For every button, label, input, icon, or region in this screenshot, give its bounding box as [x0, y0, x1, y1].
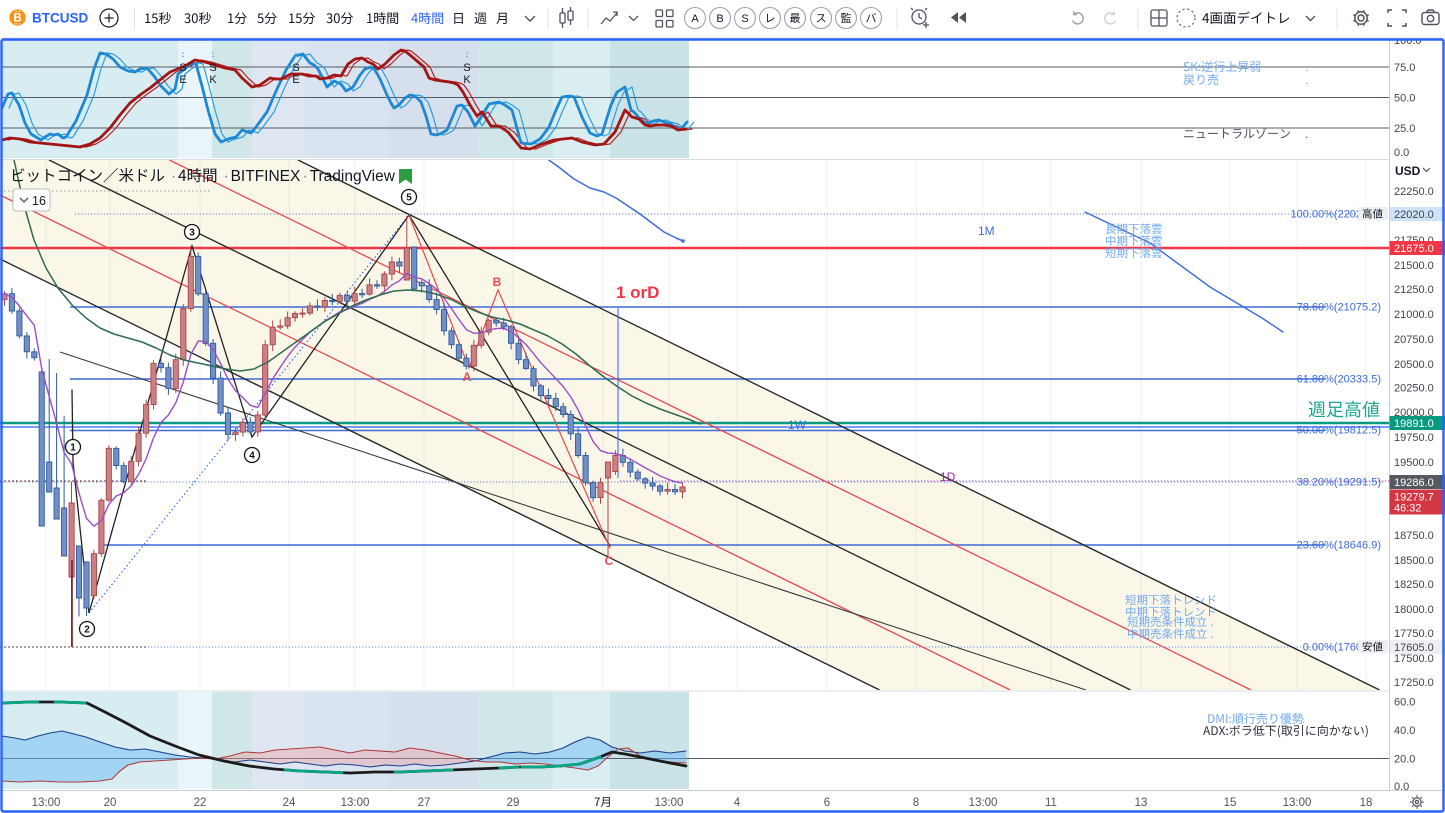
- svg-text:13: 13: [1135, 797, 1148, 809]
- svg-text:1M: 1M: [978, 224, 995, 238]
- svg-text:25.0: 25.0: [1394, 123, 1415, 135]
- svg-text:S: S: [463, 62, 470, 74]
- svg-text:20250.0: 20250.0: [1394, 383, 1434, 395]
- svg-text:K: K: [209, 74, 217, 86]
- svg-text:1: 1: [70, 443, 76, 454]
- svg-text:20: 20: [104, 797, 117, 809]
- svg-text:11: 11: [1045, 797, 1057, 809]
- svg-text:.: .: [1305, 60, 1308, 74]
- svg-text:19279.7: 19279.7: [1394, 492, 1434, 504]
- svg-text:BITFINEX: BITFINEX: [231, 168, 301, 185]
- svg-text:13:00: 13:00: [655, 797, 684, 809]
- svg-text:4: 4: [734, 797, 741, 809]
- svg-text:50.00%(19812.5): 50.00%(19812.5): [1297, 425, 1381, 437]
- svg-text:78.60%(21075.2): 78.60%(21075.2): [1297, 302, 1381, 314]
- svg-text:4: 4: [249, 451, 255, 462]
- svg-text:BTCUSD: BTCUSD: [32, 11, 88, 26]
- svg-text:21000.0: 21000.0: [1394, 309, 1434, 321]
- svg-text:1 orD: 1 orD: [616, 283, 659, 302]
- svg-text:18000.0: 18000.0: [1394, 604, 1434, 616]
- svg-text:18750.0: 18750.0: [1394, 530, 1434, 542]
- svg-text:50.0: 50.0: [1394, 93, 1415, 105]
- svg-text:22020.0: 22020.0: [1394, 209, 1434, 221]
- svg-text:A: A: [691, 13, 699, 25]
- svg-text:21500.0: 21500.0: [1394, 260, 1434, 272]
- svg-text:19750.0: 19750.0: [1394, 432, 1434, 444]
- svg-text:B: B: [13, 13, 21, 25]
- svg-text:5: 5: [406, 193, 412, 204]
- svg-text:13:00: 13:00: [1283, 797, 1312, 809]
- svg-text:13:00: 13:00: [969, 797, 998, 809]
- svg-text:27: 27: [418, 797, 431, 809]
- svg-text:·: ·: [171, 168, 176, 185]
- svg-text:16: 16: [32, 194, 46, 208]
- svg-text:S: S: [179, 62, 186, 74]
- svg-text:21250.0: 21250.0: [1394, 284, 1434, 296]
- svg-text:61.80%(20333.5): 61.80%(20333.5): [1297, 374, 1381, 386]
- svg-text:E: E: [179, 74, 186, 86]
- svg-text:19286.0: 19286.0: [1394, 477, 1434, 489]
- svg-text:6: 6: [824, 797, 830, 809]
- svg-text:8: 8: [913, 797, 919, 809]
- svg-text:20750.0: 20750.0: [1394, 334, 1434, 346]
- svg-text:.: .: [1302, 712, 1305, 726]
- svg-text:17605.0: 17605.0: [1394, 642, 1434, 654]
- svg-text:17250.0: 17250.0: [1394, 677, 1434, 689]
- svg-text:1W: 1W: [788, 418, 807, 432]
- svg-text:75.0: 75.0: [1394, 62, 1415, 74]
- svg-text:·: ·: [224, 168, 229, 185]
- svg-text:S: S: [209, 62, 216, 74]
- svg-text:.: .: [1305, 127, 1308, 141]
- svg-text:19891.0: 19891.0: [1394, 418, 1434, 430]
- svg-text:21675.0: 21675.0: [1394, 243, 1434, 255]
- svg-text:13:00: 13:00: [341, 797, 370, 809]
- svg-text:23.60%(18646.9): 23.60%(18646.9): [1297, 540, 1381, 552]
- svg-text:2: 2: [84, 625, 90, 636]
- svg-text:38.20%(19291.5): 38.20%(19291.5): [1297, 477, 1381, 489]
- svg-text:3: 3: [189, 228, 195, 239]
- svg-text:.: .: [1305, 73, 1308, 87]
- svg-text:46:32: 46:32: [1394, 503, 1422, 515]
- svg-text:24: 24: [283, 797, 296, 809]
- svg-text:1D: 1D: [940, 470, 956, 484]
- svg-text:18500.0: 18500.0: [1394, 555, 1434, 567]
- svg-text:18250.0: 18250.0: [1394, 579, 1434, 591]
- svg-text:0.0: 0.0: [1394, 147, 1409, 159]
- svg-text:E: E: [292, 74, 299, 86]
- svg-text:USD: USD: [1395, 164, 1421, 178]
- svg-text:20500.0: 20500.0: [1394, 359, 1434, 371]
- svg-text:B: B: [493, 275, 502, 289]
- svg-text:S: S: [292, 62, 299, 74]
- svg-text:18: 18: [1360, 797, 1373, 809]
- svg-text:29: 29: [507, 797, 520, 809]
- svg-text:60.0: 60.0: [1394, 697, 1415, 709]
- svg-text:S: S: [741, 13, 748, 25]
- svg-text:B: B: [716, 13, 723, 25]
- svg-text:·: ·: [303, 168, 308, 185]
- svg-text:40.0: 40.0: [1394, 725, 1415, 737]
- svg-text:22: 22: [194, 797, 207, 809]
- svg-text:TradingView: TradingView: [310, 168, 396, 185]
- svg-text:13:00: 13:00: [32, 797, 61, 809]
- svg-text:K: K: [463, 74, 471, 86]
- svg-text:15: 15: [1224, 797, 1237, 809]
- svg-text:17500.0: 17500.0: [1394, 653, 1434, 665]
- svg-text:19500.0: 19500.0: [1394, 457, 1434, 469]
- svg-text:C: C: [605, 554, 614, 568]
- svg-text:0.0: 0.0: [1394, 781, 1409, 793]
- svg-text:22250.0: 22250.0: [1394, 186, 1434, 198]
- svg-text:17750.0: 17750.0: [1394, 628, 1434, 640]
- svg-text:A: A: [463, 370, 472, 384]
- svg-text:20.0: 20.0: [1394, 754, 1415, 766]
